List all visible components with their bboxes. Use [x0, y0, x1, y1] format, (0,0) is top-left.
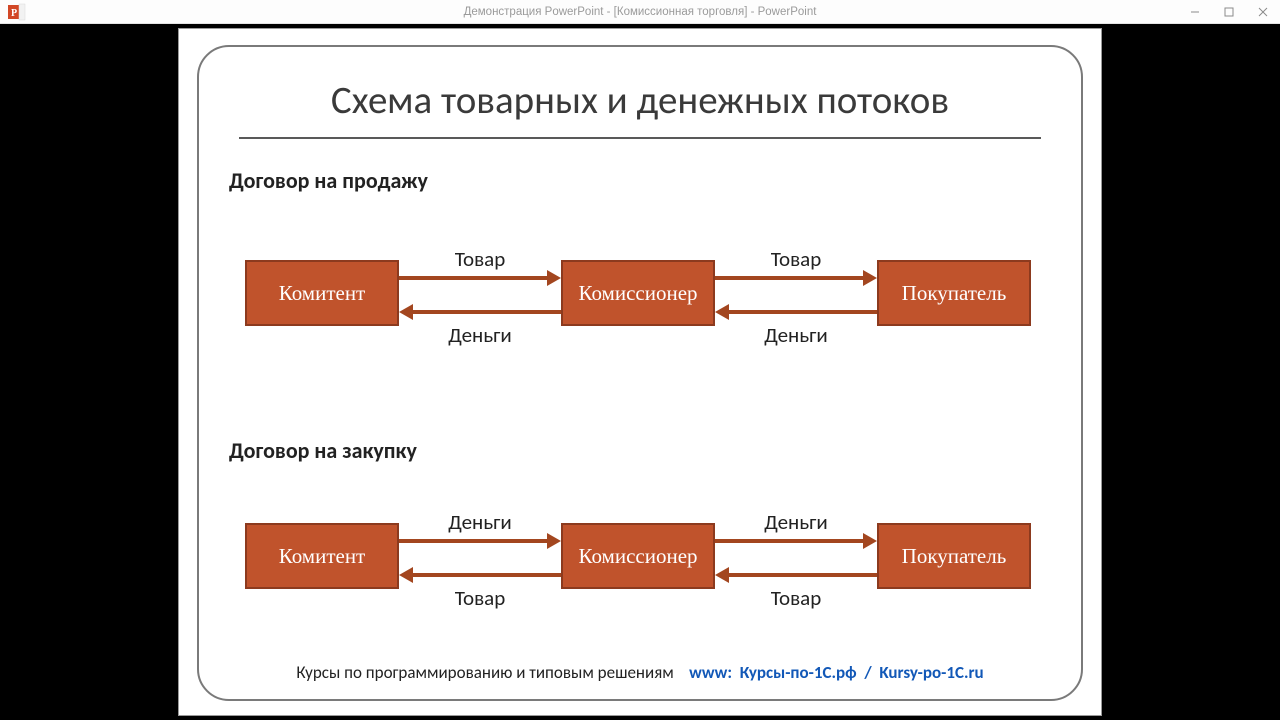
footer-link-1[interactable]: Курсы-по-1С.рф — [740, 662, 857, 683]
flow-node-label: Комиссионер — [578, 281, 697, 306]
flow-arrow-label: Деньги — [400, 509, 560, 535]
section-heading-purchase: Договор на закупку — [229, 437, 417, 464]
title-divider — [239, 137, 1041, 139]
window-titlebar: P Демонстрация PowerPoint - [Комиссионна… — [0, 0, 1280, 24]
footer-sep: / — [864, 662, 871, 683]
footer-www: www — [689, 662, 727, 683]
flow-arrow — [715, 310, 877, 314]
slide[interactable]: Схема товарных и денежных потоков Догово… — [178, 28, 1102, 716]
minimize-button[interactable] — [1178, 0, 1212, 24]
flow-arrow-label: Товар — [716, 585, 876, 611]
flow-arrow-label: Деньги — [400, 322, 560, 348]
flow-arrow-label: Товар — [400, 585, 560, 611]
content-card: Схема товарных и денежных потоков Догово… — [197, 45, 1083, 701]
flow-arrow-label: Товар — [400, 246, 560, 272]
flow-node: Покупатель — [877, 260, 1031, 326]
flow-node: Комиссионер — [561, 260, 715, 326]
flow-arrow-label: Деньги — [716, 509, 876, 535]
flow-node-label: Комитент — [279, 281, 366, 306]
flow-arrow — [399, 539, 561, 543]
presentation-stage: Схема товарных и денежных потоков Догово… — [0, 24, 1280, 720]
flow-node: Комиссионер — [561, 523, 715, 589]
flow-node-label: Покупатель — [902, 544, 1007, 569]
flow-node-label: Комитент — [279, 544, 366, 569]
slide-footer: Курсы по программированию и типовым реше… — [199, 662, 1081, 683]
flow-arrow — [715, 276, 877, 280]
flow-arrow — [715, 573, 877, 577]
flow-arrow-label: Товар — [716, 246, 876, 272]
flow-arrow — [399, 573, 561, 577]
window-title: Демонстрация PowerPoint - [Комиссионная … — [0, 0, 1280, 24]
maximize-button[interactable] — [1212, 0, 1246, 24]
flow-node: Комитент — [245, 523, 399, 589]
window-controls — [1178, 0, 1280, 24]
close-button[interactable] — [1246, 0, 1280, 24]
footer-text: Курсы по программированию и типовым реше… — [296, 662, 673, 683]
flow-node-label: Комиссионер — [578, 544, 697, 569]
flow-node: Комитент — [245, 260, 399, 326]
flow-arrow — [715, 539, 877, 543]
section-heading-sale: Договор на продажу — [229, 167, 428, 194]
flow-arrow — [399, 310, 561, 314]
footer-link-2[interactable]: Kursy-po-1C.ru — [879, 662, 983, 683]
flow-node-label: Покупатель — [902, 281, 1007, 306]
flow-arrow — [399, 276, 561, 280]
flow-node: Покупатель — [877, 523, 1031, 589]
slide-title: Схема товарных и денежных потоков — [199, 77, 1081, 124]
flow-arrow-label: Деньги — [716, 322, 876, 348]
